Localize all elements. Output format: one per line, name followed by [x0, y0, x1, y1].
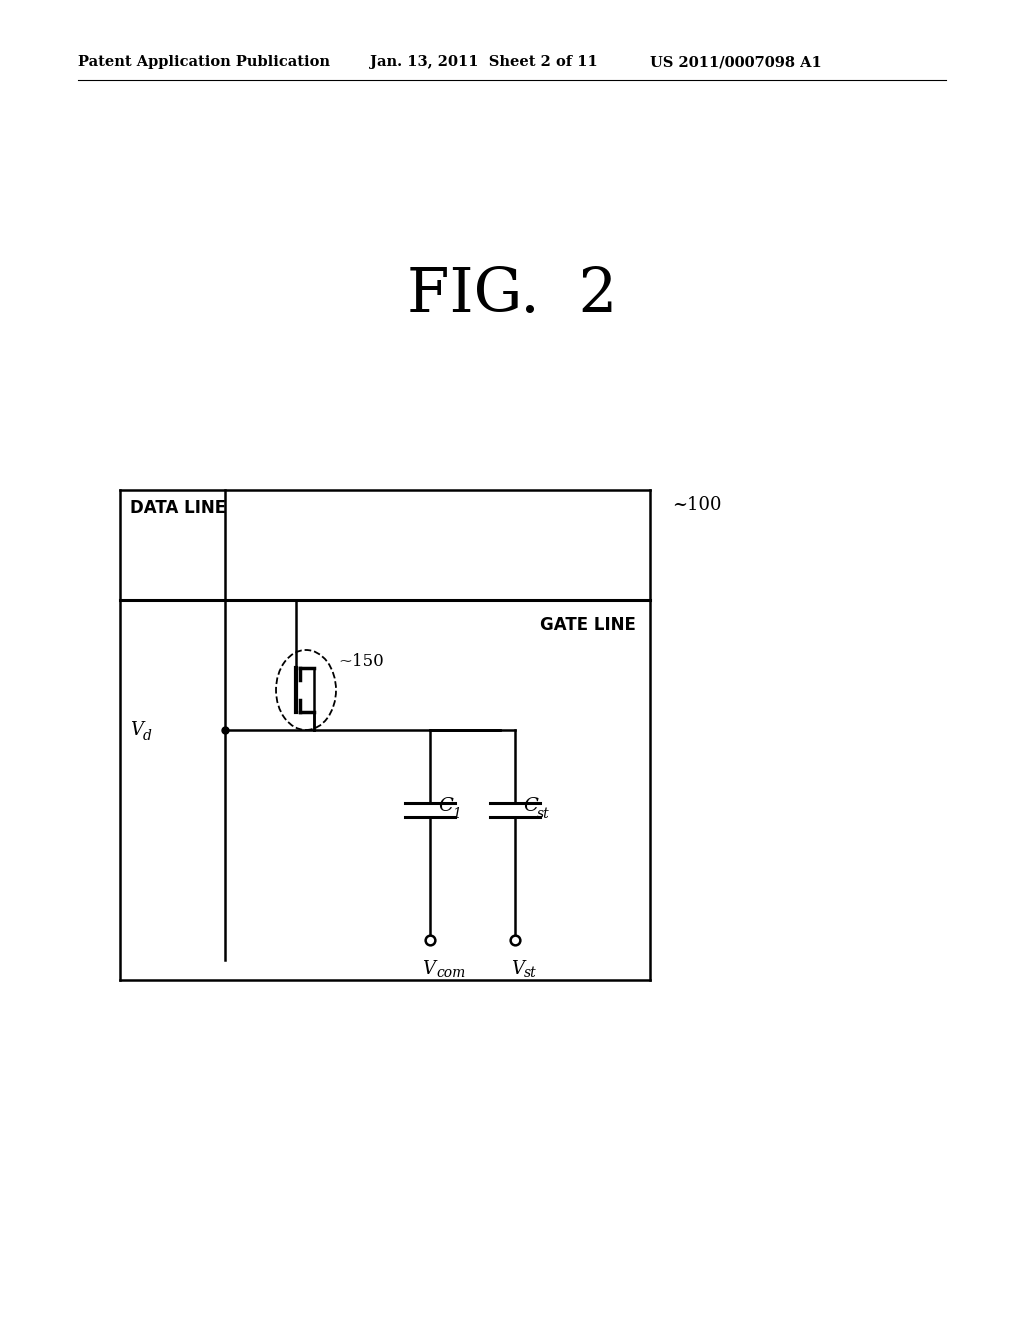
- Text: st: st: [524, 966, 537, 979]
- Text: C: C: [438, 797, 453, 814]
- Text: US 2011/0007098 A1: US 2011/0007098 A1: [650, 55, 821, 69]
- Text: ~150: ~150: [338, 653, 384, 671]
- Text: d: d: [143, 729, 152, 743]
- Text: st: st: [537, 807, 550, 821]
- Text: V: V: [511, 960, 524, 978]
- Text: com: com: [436, 966, 465, 979]
- Text: ~100: ~100: [672, 496, 722, 513]
- Text: Patent Application Publication: Patent Application Publication: [78, 55, 330, 69]
- Text: FIG.  2: FIG. 2: [407, 265, 617, 325]
- Text: V: V: [422, 960, 435, 978]
- Text: C: C: [523, 797, 538, 814]
- Text: 1: 1: [452, 807, 461, 821]
- Text: V: V: [130, 721, 143, 739]
- Text: GATE LINE: GATE LINE: [540, 616, 636, 634]
- Text: Jan. 13, 2011  Sheet 2 of 11: Jan. 13, 2011 Sheet 2 of 11: [370, 55, 598, 69]
- Text: DATA LINE: DATA LINE: [130, 499, 226, 517]
